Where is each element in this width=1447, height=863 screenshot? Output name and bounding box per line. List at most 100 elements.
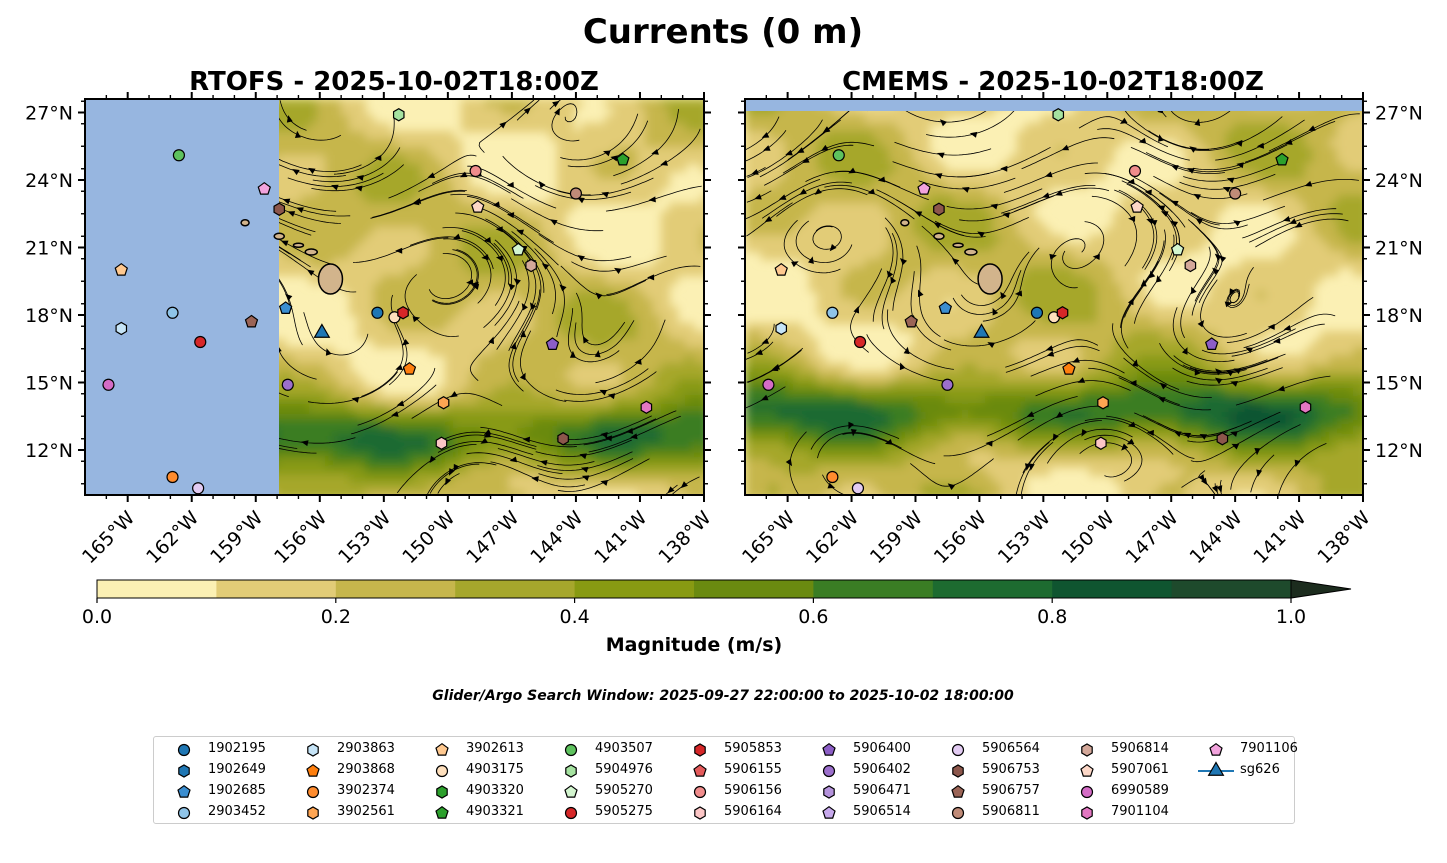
rtofs-magnitude-cell [325, 467, 334, 476]
cmems-magnitude-cell [1001, 179, 1010, 188]
rtofs-magnitude-cell [397, 339, 406, 348]
rtofs-magnitude-cell [437, 187, 446, 196]
cmems-magnitude-cell [865, 219, 874, 228]
rtofs-magnitude-cell [501, 203, 510, 212]
cmems-magnitude-cell [793, 195, 802, 204]
cmems-magnitude-cell [1105, 147, 1114, 156]
cmems-magnitude-cell [1257, 155, 1266, 164]
rtofs-magnitude-cell [405, 171, 414, 180]
cmems-magnitude-cell [793, 227, 802, 236]
rtofs-magnitude-cell [389, 475, 398, 484]
rtofs-magnitude-cell [549, 323, 558, 332]
cmems-magnitude-cell [1297, 227, 1306, 236]
rtofs-magnitude-cell [341, 107, 350, 116]
cmems-magnitude-cell [1321, 115, 1330, 124]
cmems-magnitude-cell [889, 227, 898, 236]
rtofs-magnitude-cell [653, 483, 662, 492]
cmems-magnitude-cell [1337, 195, 1346, 204]
rtofs-magnitude-cell [621, 427, 630, 436]
rtofs-magnitude-cell [389, 443, 398, 452]
rtofs-magnitude-cell [501, 251, 510, 260]
cmems-magnitude-cell [897, 235, 906, 244]
rtofs-magnitude-cell [365, 291, 374, 300]
rtofs-magnitude-cell [317, 427, 326, 436]
rtofs-magnitude-cell [485, 267, 494, 276]
rtofs-streamline-arrow [509, 456, 518, 463]
cmems-magnitude-cell [1185, 219, 1194, 228]
rtofs-magnitude-cell [405, 243, 414, 252]
rtofs-magnitude-cell [573, 259, 582, 268]
rtofs-magnitude-cell [493, 115, 502, 124]
rtofs-magnitude-cell [661, 147, 670, 156]
rtofs-magnitude-cell [557, 227, 566, 236]
cmems-magnitude-cell [1313, 131, 1322, 140]
cmems-magnitude-cell [1137, 211, 1146, 220]
rtofs-streamline-arrow [391, 411, 399, 417]
rtofs-magnitude-cell [501, 363, 510, 372]
rtofs-magnitude-cell [389, 187, 398, 196]
rtofs-magnitude-cell [437, 211, 446, 220]
rtofs-magnitude-cell [397, 155, 406, 164]
rtofs-magnitude-cell [365, 443, 374, 452]
cmems-magnitude-cell [825, 243, 834, 252]
rtofs-magnitude-cell [677, 323, 686, 332]
rtofs-magnitude-cell [349, 491, 358, 495]
rtofs-magnitude-cell [389, 323, 398, 332]
rtofs-magnitude-cell [485, 283, 494, 292]
rtofs-magnitude-cell [445, 211, 454, 220]
cmems-magnitude-cell [865, 155, 874, 164]
cmems-magnitude-cell [817, 163, 826, 172]
cmems-magnitude-cell [1209, 131, 1218, 140]
rtofs-magnitude-cell [501, 99, 510, 108]
rtofs-magnitude-cell [549, 347, 558, 356]
rtofs-magnitude-cell [325, 155, 334, 164]
rtofs-magnitude-cell [341, 123, 350, 132]
cmems-magnitude-cell [849, 155, 858, 164]
rtofs-magnitude-cell [397, 435, 406, 444]
rtofs-magnitude-cell [629, 403, 638, 412]
cmems-magnitude-cell [1233, 171, 1242, 180]
rtofs-magnitude-cell [469, 243, 478, 252]
rtofs-magnitude-cell [493, 355, 502, 364]
rtofs-magnitude-cell [493, 123, 502, 132]
cmems-magnitude-cell [945, 195, 954, 204]
cmems-magnitude-cell [1097, 171, 1106, 180]
cmems-magnitude-cell [745, 179, 754, 188]
cmems-magnitude-cell [1161, 251, 1170, 260]
rtofs-magnitude-cell [277, 483, 286, 492]
cmems-magnitude-cell [785, 171, 794, 180]
cmems-magnitude-cell [817, 147, 826, 156]
rtofs-magnitude-cell [325, 459, 334, 468]
rtofs-magnitude-cell [573, 179, 582, 188]
cmems-magnitude-cell [1201, 139, 1210, 148]
cmems-magnitude-cell [1233, 131, 1242, 140]
cmems-magnitude-cell [1265, 115, 1274, 124]
cmems-magnitude-cell [1297, 155, 1306, 164]
rtofs-float-markers [102, 108, 653, 495]
rtofs-magnitude-cell [405, 435, 414, 444]
rtofs-magnitude-cell [381, 179, 390, 188]
rtofs-magnitude-cell [573, 139, 582, 148]
cmems-magnitude-cell [953, 195, 962, 204]
cmems-magnitude-cell [1249, 139, 1258, 148]
rtofs-magnitude-cell [437, 491, 446, 495]
cmems-magnitude-cell [865, 115, 874, 124]
rtofs-magnitude-cell [461, 427, 470, 436]
cmems-magnitude-cell [921, 227, 930, 236]
rtofs-magnitude-cell [301, 107, 310, 116]
cmems-magnitude-cell [1153, 227, 1162, 236]
cmems-magnitude-cell [1217, 195, 1226, 204]
cmems-magnitude-cell [1297, 179, 1306, 188]
rtofs-magnitude-cell [421, 219, 430, 228]
rtofs-magnitude-cell [293, 147, 302, 156]
cmems-magnitude-cell [833, 195, 842, 204]
rtofs-magnitude-cell [333, 491, 342, 495]
rtofs-magnitude-cell [349, 251, 358, 260]
rtofs-magnitude-cell [589, 171, 598, 180]
rtofs-magnitude-cell [653, 411, 662, 420]
rtofs-magnitude-cell [541, 307, 550, 316]
rtofs-magnitude-cell [341, 459, 350, 468]
rtofs-magnitude-cell [461, 387, 470, 396]
cmems-magnitude-cell [785, 139, 794, 148]
rtofs-magnitude-cell [701, 427, 704, 436]
